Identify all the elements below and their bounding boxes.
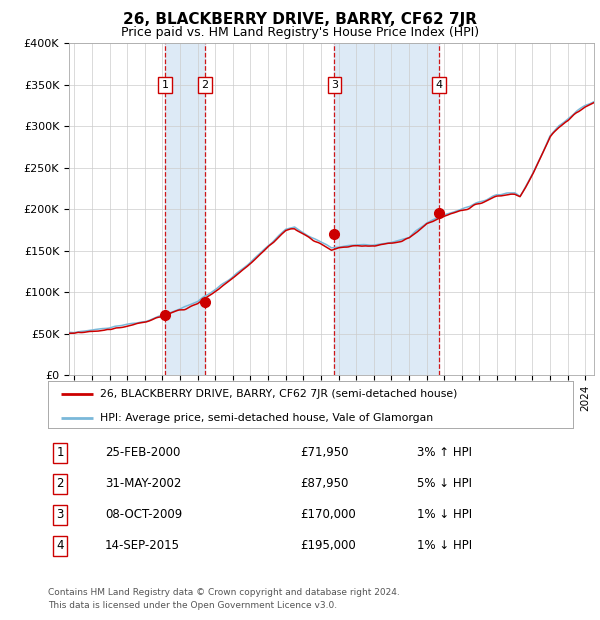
- Text: 08-OCT-2009: 08-OCT-2009: [105, 508, 182, 521]
- Text: 4: 4: [56, 539, 64, 552]
- Text: 5% ↓ HPI: 5% ↓ HPI: [417, 477, 472, 490]
- Text: 4: 4: [436, 80, 443, 90]
- Text: 1% ↓ HPI: 1% ↓ HPI: [417, 508, 472, 521]
- Text: 26, BLACKBERRY DRIVE, BARRY, CF62 7JR (semi-detached house): 26, BLACKBERRY DRIVE, BARRY, CF62 7JR (s…: [101, 389, 458, 399]
- Text: £71,950: £71,950: [300, 446, 349, 459]
- Text: This data is licensed under the Open Government Licence v3.0.: This data is licensed under the Open Gov…: [48, 601, 337, 611]
- Text: Contains HM Land Registry data © Crown copyright and database right 2024.: Contains HM Land Registry data © Crown c…: [48, 588, 400, 597]
- Text: £195,000: £195,000: [300, 539, 356, 552]
- Text: Price paid vs. HM Land Registry's House Price Index (HPI): Price paid vs. HM Land Registry's House …: [121, 26, 479, 39]
- Text: 26, BLACKBERRY DRIVE, BARRY, CF62 7JR: 26, BLACKBERRY DRIVE, BARRY, CF62 7JR: [123, 12, 477, 27]
- Text: £170,000: £170,000: [300, 508, 356, 521]
- Text: 3: 3: [56, 508, 64, 521]
- Text: 14-SEP-2015: 14-SEP-2015: [105, 539, 180, 552]
- Text: 3% ↑ HPI: 3% ↑ HPI: [417, 446, 472, 459]
- Text: 3: 3: [331, 80, 338, 90]
- Text: 2: 2: [202, 80, 209, 90]
- Text: 25-FEB-2000: 25-FEB-2000: [105, 446, 181, 459]
- Text: 2: 2: [56, 477, 64, 490]
- Text: 1% ↓ HPI: 1% ↓ HPI: [417, 539, 472, 552]
- Bar: [165, 43, 205, 375]
- Text: HPI: Average price, semi-detached house, Vale of Glamorgan: HPI: Average price, semi-detached house,…: [101, 412, 434, 423]
- Text: 31-MAY-2002: 31-MAY-2002: [105, 477, 181, 490]
- Bar: [334, 43, 439, 375]
- Text: £87,950: £87,950: [300, 477, 349, 490]
- Text: 1: 1: [56, 446, 64, 459]
- Text: 1: 1: [161, 80, 169, 90]
